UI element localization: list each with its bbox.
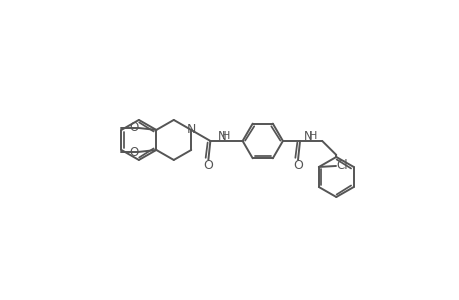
Text: Cl: Cl — [336, 160, 347, 172]
Text: N: N — [186, 123, 196, 136]
Text: H: H — [308, 131, 317, 141]
Text: O: O — [203, 159, 213, 172]
Text: N: N — [218, 130, 226, 143]
Text: H: H — [222, 131, 230, 141]
Text: O: O — [129, 121, 139, 134]
Text: N: N — [303, 130, 312, 143]
Text: O: O — [129, 146, 139, 159]
Text: O: O — [292, 159, 302, 172]
